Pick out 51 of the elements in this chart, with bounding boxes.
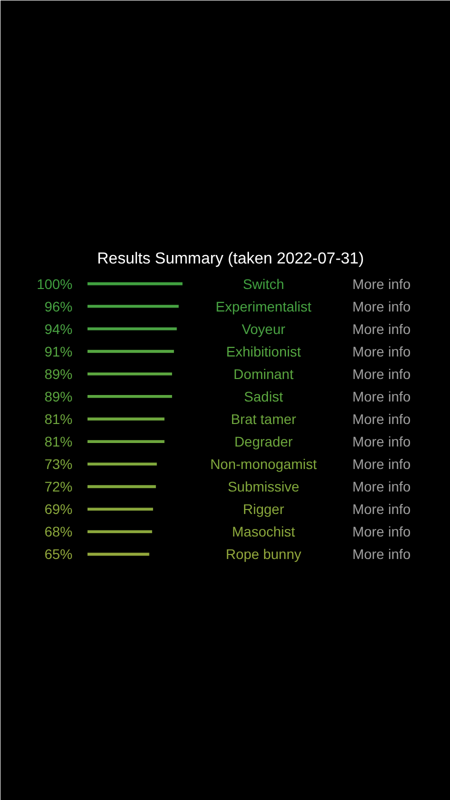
text: More info	[352, 388, 411, 404]
bar	[88, 350, 174, 353]
bar	[88, 394, 172, 398]
text: More info	[352, 298, 411, 314]
data-label: 81%	[44, 411, 73, 427]
bar	[88, 327, 177, 330]
data-label: 68%	[44, 524, 73, 540]
y-tick-label: Rope bunny	[226, 546, 302, 562]
text: More info	[352, 276, 411, 292]
data-label: 100%	[36, 276, 73, 292]
bar	[88, 508, 154, 511]
text: More info	[352, 456, 411, 472]
text: Results Summary (taken 2022-07-31)	[97, 250, 364, 268]
text: More info	[352, 546, 411, 562]
y-tick-label: Sadist	[244, 388, 284, 404]
data-label: 72%	[44, 478, 73, 495]
bar	[88, 462, 157, 466]
data-label: 91%	[44, 343, 73, 360]
data-label: 65%	[44, 546, 73, 562]
text: More info	[352, 411, 411, 427]
bar	[88, 418, 164, 420]
y-tick-label: Non-monogamist	[210, 456, 317, 472]
text: More info	[352, 478, 411, 495]
y-tick-label: Degrader	[234, 434, 294, 450]
y-tick-label: Switch	[242, 276, 284, 292]
bar	[88, 440, 164, 444]
data-label: 89%	[44, 366, 73, 382]
y-tick-label: Voyeur	[242, 320, 286, 337]
data-label: 96%	[44, 298, 73, 314]
text: More info	[352, 501, 411, 518]
data-label: 69%	[44, 501, 73, 518]
text: More info	[352, 434, 411, 450]
data-label: 94%	[44, 320, 73, 337]
text: More info	[352, 320, 411, 337]
y-tick-label: Submissive	[228, 478, 300, 495]
bar	[88, 304, 179, 308]
text: More info	[352, 343, 411, 360]
bar	[88, 485, 156, 488]
y-tick-label: Dominant	[234, 366, 294, 382]
y-tick-label: Experimentalist	[216, 298, 312, 314]
bar	[88, 530, 152, 534]
data-label: 81%	[44, 434, 73, 450]
y-tick-label: Exhibitionist	[226, 343, 301, 360]
text: More info	[352, 366, 411, 382]
y-tick-label: Brat tamer	[230, 411, 297, 427]
data-label: 73%	[44, 456, 73, 472]
y-tick-label: Masochist	[232, 524, 296, 540]
data-label: 89%	[44, 388, 73, 404]
text: More info	[352, 524, 411, 540]
bar	[88, 372, 172, 376]
y-tick-label: Rigger	[242, 501, 284, 518]
